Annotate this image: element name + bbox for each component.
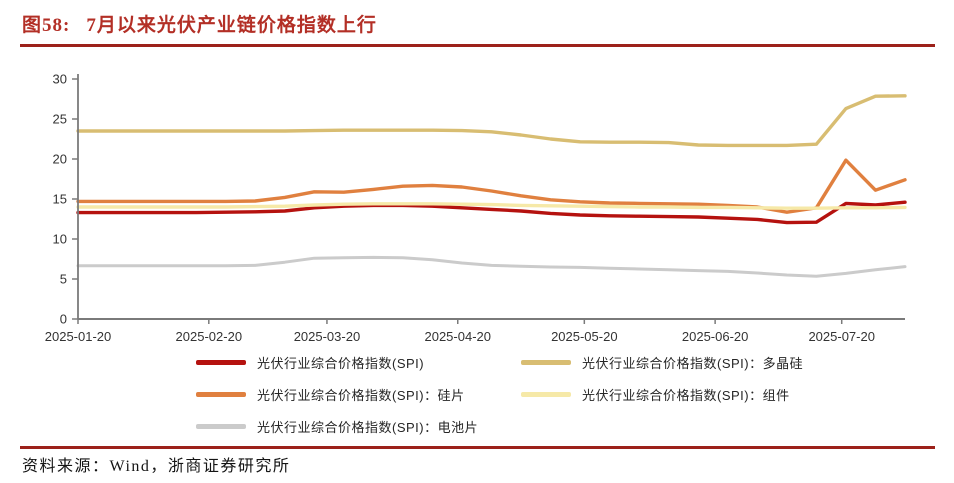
footer-divider-rule: [20, 446, 935, 449]
y-tick-label: 5: [60, 272, 67, 287]
figure-title: 图58: 7月以来光伏产业链价格指数上行: [22, 10, 377, 37]
x-tick-label: 2025-03-20: [294, 329, 361, 344]
legend-label: 光伏行业综合价格指数(SPI)：多晶硅: [582, 356, 804, 371]
x-tick-label: 2025-01-20: [45, 329, 112, 344]
x-tick-label: 2025-06-20: [682, 329, 749, 344]
legend-swatch: [196, 360, 246, 365]
y-tick-label: 0: [60, 312, 67, 327]
y-tick-label: 20: [53, 152, 67, 167]
y-tick-label: 15: [53, 192, 67, 207]
y-tick-label: 30: [53, 72, 67, 87]
legend-swatch: [196, 392, 246, 397]
x-tick-label: 2025-05-20: [551, 329, 618, 344]
x-tick-label: 2025-07-20: [808, 329, 875, 344]
title-divider-rule: [20, 44, 935, 47]
legend-label: 光伏行业综合价格指数(SPI)：组件: [582, 388, 790, 403]
y-tick-label: 25: [53, 112, 67, 127]
legend-item: 光伏行业综合价格指数(SPI)：硅片: [196, 383, 521, 406]
series-line-0: [76, 200, 907, 225]
series-line-4: [76, 255, 907, 278]
legend-swatch: [521, 392, 571, 397]
series-line-3: [76, 202, 907, 210]
legend-label: 光伏行业综合价格指数(SPI)：电池片: [257, 420, 479, 435]
y-tick-label: 10: [53, 232, 67, 247]
legend-label: 光伏行业综合价格指数(SPI): [257, 356, 425, 371]
legend-swatch: [196, 424, 246, 429]
x-tick-label: 2025-04-20: [424, 329, 491, 344]
chart-legend: 光伏行业综合价格指数(SPI) 光伏行业综合价格指数(SPI)：多晶硅 光伏行业综合…: [196, 351, 803, 438]
figure-label: 图58:: [22, 15, 71, 36]
figure-title-text: 7月以来光伏产业链价格指数上行: [86, 15, 377, 36]
series-line-1: [76, 94, 907, 148]
legend-item: 光伏行业综合价格指数(SPI)：电池片: [196, 415, 521, 438]
source-note: 资料来源：Wind，浙商证券研究所: [22, 458, 291, 475]
legend-swatch: [521, 360, 571, 365]
legend-item: 光伏行业综合价格指数(SPI): [196, 351, 521, 374]
legend-item: 光伏行业综合价格指数(SPI)：多晶硅: [521, 351, 803, 374]
legend-label: 光伏行业综合价格指数(SPI)：硅片: [257, 388, 465, 403]
legend-item: 光伏行业综合价格指数(SPI)：组件: [521, 383, 803, 406]
x-tick-label: 2025-02-20: [176, 329, 243, 344]
